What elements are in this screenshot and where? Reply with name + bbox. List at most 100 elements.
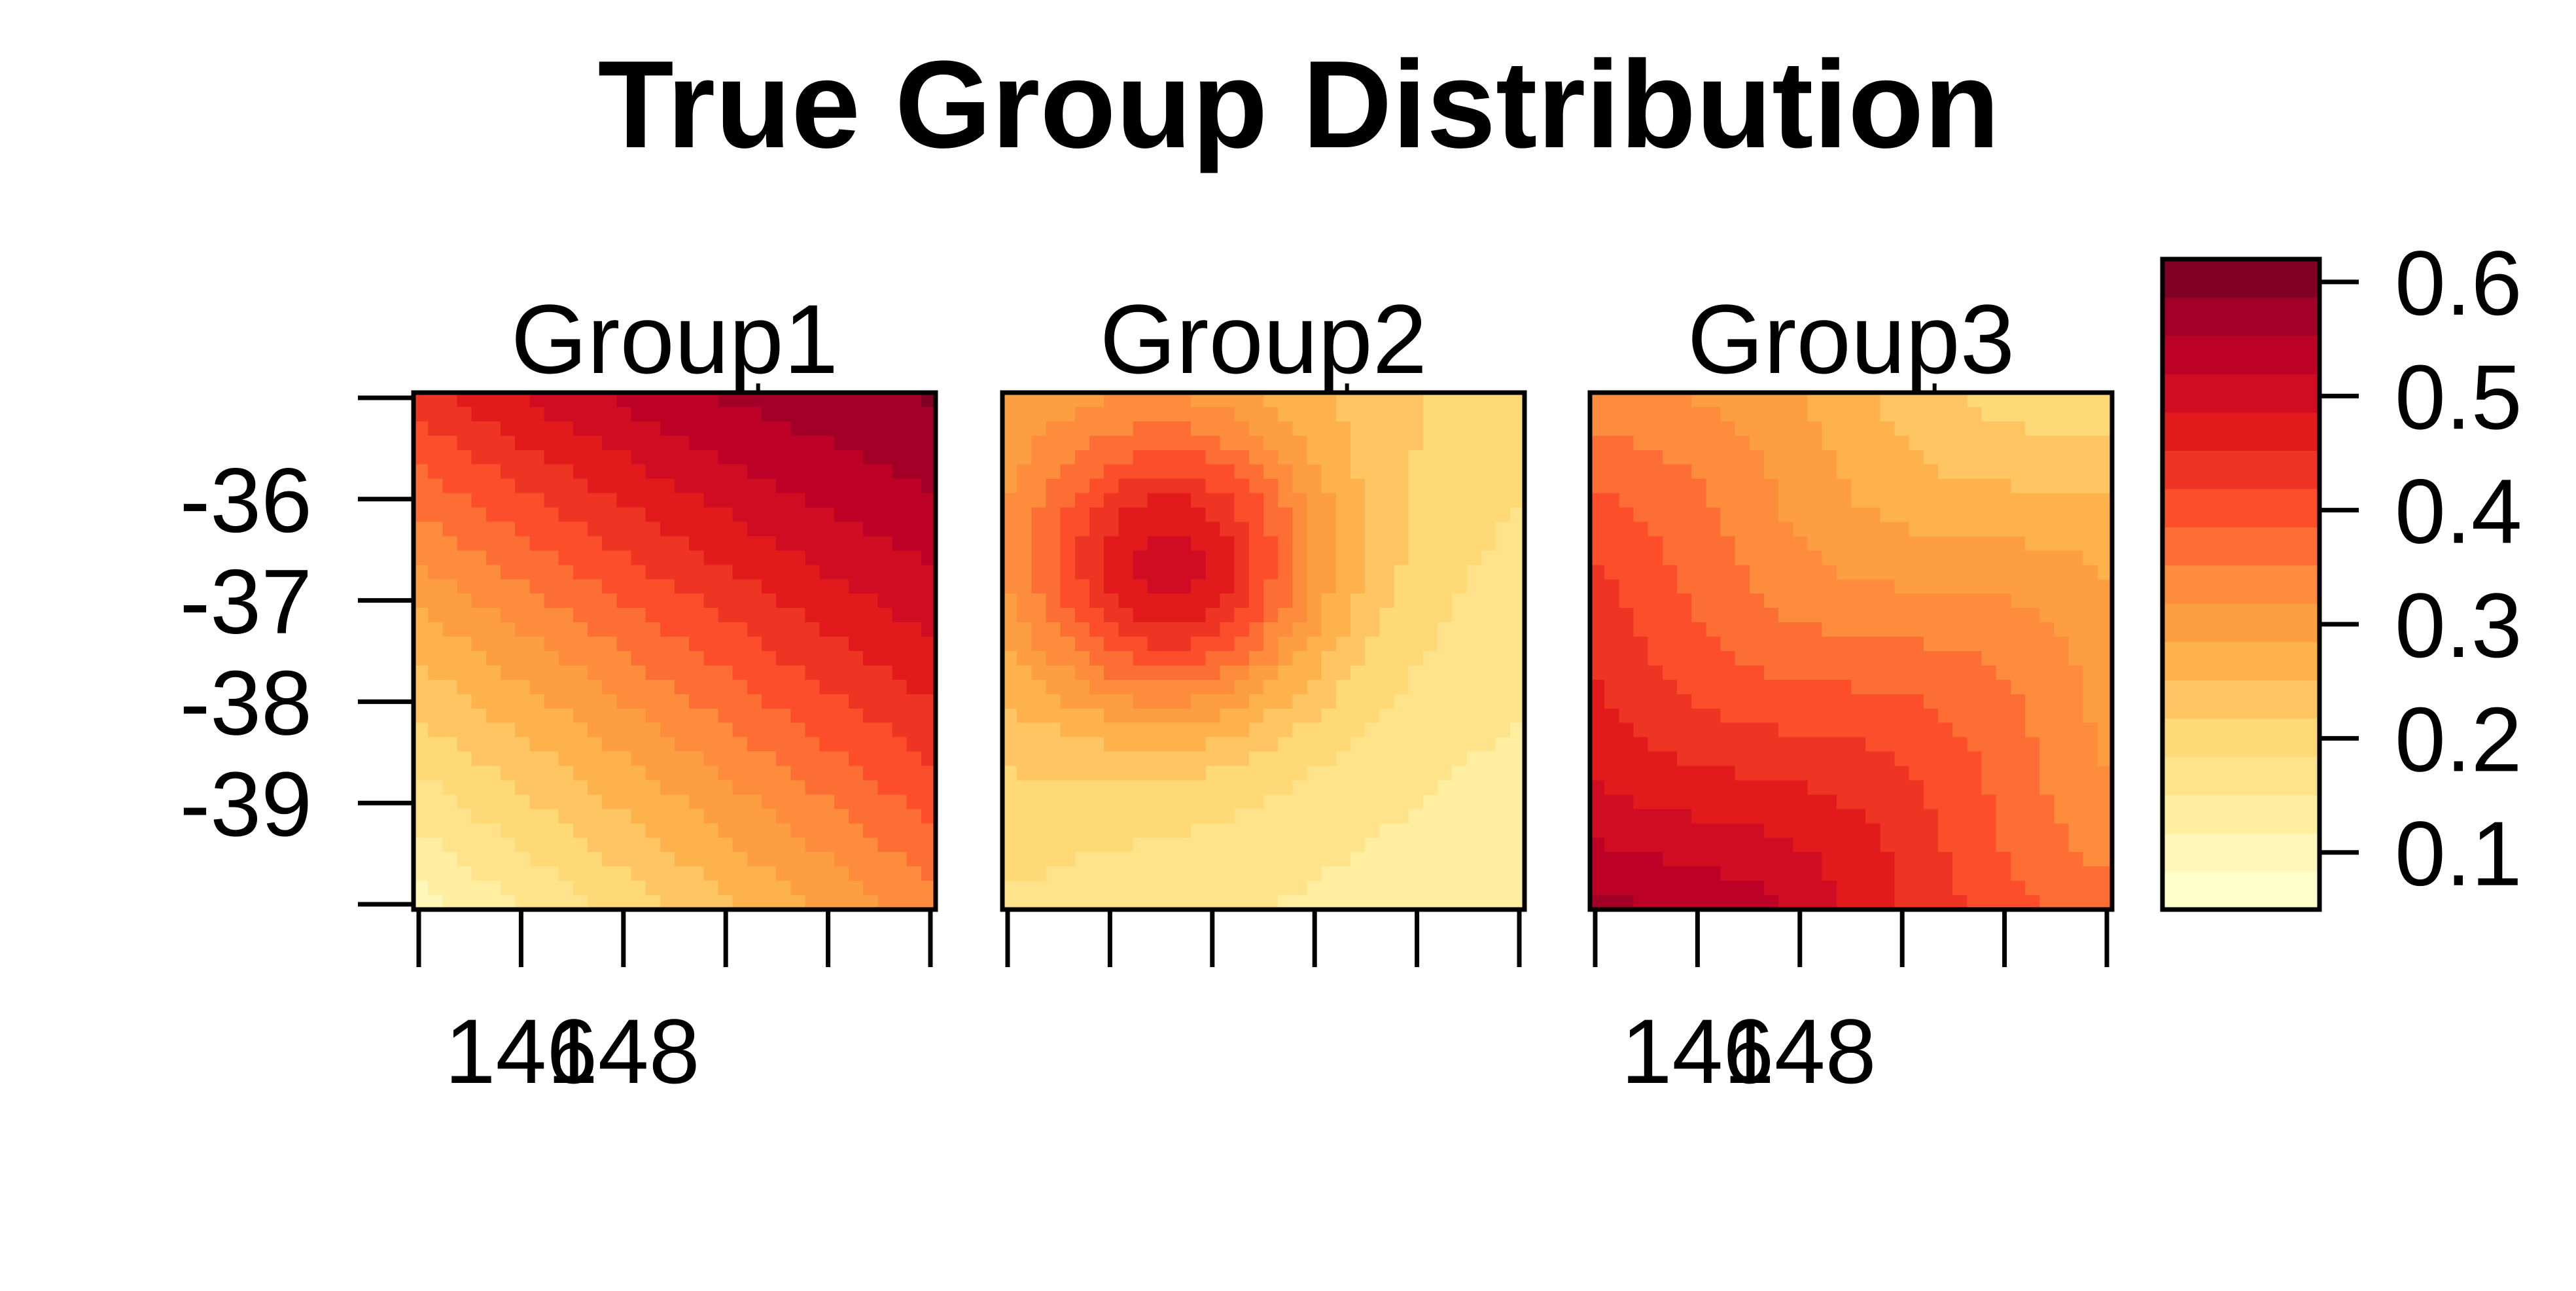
heatmap-cell [501,823,516,838]
heatmap-cell [1060,809,1076,824]
heatmap-cell [1031,737,1047,752]
heatmap-cell [1662,838,1678,853]
heatmap-cell [442,708,458,724]
heatmap-cell [877,536,893,551]
heatmap-cell [834,895,849,910]
heatmap-cell [1104,406,1119,422]
heatmap-cell [863,866,878,881]
heatmap-cell [790,393,806,408]
heatmap-cell [1706,895,1721,910]
heatmap-cell [1807,622,1823,637]
heatmap-cell [1118,823,1134,838]
heatmap-cell [1017,794,1032,809]
heatmap-cell [1379,435,1395,451]
heatmap-cell [1046,737,1061,752]
heatmap-cell [1590,579,1605,594]
heatmap-cell [1793,722,1808,738]
heatmap-cell [1822,550,1837,565]
heatmap-cell [1778,651,1793,666]
heatmap-cell [1002,751,1017,767]
heatmap-cell [1880,464,1896,480]
heatmap-cell [892,393,908,408]
heatmap-cell [1981,651,1997,666]
heatmap-cell [2097,737,2113,752]
heatmap-cell [2039,722,2055,738]
heatmap-cell [1662,393,1678,408]
heatmap-cell [819,493,835,508]
heatmap-cell [747,679,762,695]
heatmap-cell [2039,809,2055,824]
heatmap-cell [457,679,472,695]
heatmap-cell [1379,679,1395,695]
heatmap-cell [1422,751,1438,767]
heatmap-cell [776,823,791,838]
heatmap-cell [790,608,806,623]
heatmap-cell [1981,895,1997,910]
heatmap-cell [1720,895,1736,910]
heatmap-cell [1133,665,1148,681]
heatmap-cell [2010,708,2026,724]
heatmap-cell [645,751,661,767]
heatmap-cell [675,823,690,838]
heatmap-cell [1104,809,1119,824]
heatmap-cell [1764,679,1779,695]
heatmap-cell [1633,665,1649,681]
heatmap-cell [2097,794,2113,809]
heatmap-cell [660,881,675,896]
heatmap-cell [819,593,835,609]
heatmap-cell [529,593,545,609]
heatmap-cell [1880,550,1896,565]
heatmap-cell [1031,421,1047,436]
heatmap-cell [892,608,908,623]
heatmap-cell [2025,536,2040,551]
heatmap-cell [1220,393,1235,408]
heatmap-cell [703,679,719,695]
heatmap-cell [906,809,922,824]
heatmap-cell [1234,651,1250,666]
heatmap-cell [1648,464,1663,480]
heatmap-cell [1851,737,1866,752]
heatmap-cell [1220,550,1235,565]
panel-frame [1000,390,1527,912]
heatmap-cell [1590,550,1605,565]
heatmap-cell [1002,737,1017,752]
heatmap-cell [877,823,893,838]
heatmap-cell [1706,794,1721,809]
heatmap-cell [1604,852,1619,867]
heatmap-cell [689,579,704,594]
heatmap-cell [1292,737,1308,752]
heatmap-cell [515,838,530,853]
heatmap-cell [457,665,472,681]
heatmap-cell [1321,694,1337,709]
heatmap-cell [849,493,864,508]
heatmap-cell [1263,579,1279,594]
heatmap-cell [1967,565,1983,580]
heatmap-cell [1335,637,1351,652]
heatmap-cell [1248,737,1264,752]
heatmap-cell [1133,622,1148,637]
heatmap-cell [1851,522,1866,537]
heatmap-cell [1191,694,1206,709]
heatmap-cell [1648,651,1663,666]
heatmap-cell [485,780,501,796]
heatmap-cell [1452,780,1467,796]
legend-frame [2160,256,2322,912]
heatmap-cell [1851,637,1866,652]
heatmap-cell [1147,637,1163,652]
heatmap-cell [1379,809,1395,824]
heatmap-cell [2097,852,2113,867]
heatmap-cell [660,421,675,436]
heatmap-cell [1466,679,1482,695]
heatmap-cell [1060,722,1076,738]
heatmap-cell [1161,622,1177,637]
heatmap-cell [1466,737,1482,752]
heatmap-cell [1278,637,1293,652]
heatmap-cell [602,608,617,623]
heatmap-cell [1807,550,1823,565]
heatmap-cell [1118,679,1134,695]
heatmap-cell [1074,622,1090,637]
heatmap-cell [1648,881,1663,896]
heatmap-cell [819,637,835,652]
heatmap-cell [1031,406,1047,422]
heatmap-cell [1952,679,1967,695]
